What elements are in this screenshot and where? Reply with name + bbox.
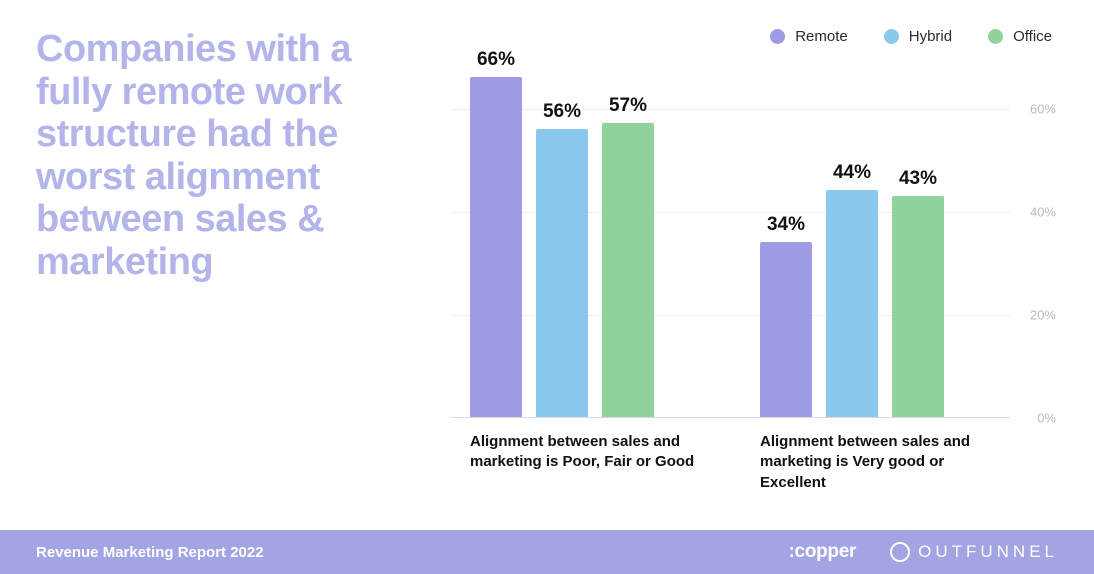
legend-swatch-office <box>988 29 1003 44</box>
bar-value-label: 44% <box>833 162 871 184</box>
legend-swatch-remote <box>770 29 785 44</box>
headline-text: Companies with a fully remote work struc… <box>36 28 426 283</box>
legend-item-hybrid: Hybrid <box>884 28 952 45</box>
bar-value-label: 56% <box>543 101 581 123</box>
bar: 66% <box>470 77 522 417</box>
brand-copper: :copper <box>789 541 857 563</box>
y-tick-label: 0% <box>1016 411 1056 426</box>
brand-outfunnel: OUTFUNNEL <box>890 542 1058 562</box>
bar: 56% <box>536 129 588 417</box>
legend-item-office: Office <box>988 28 1052 45</box>
bar: 34% <box>760 242 812 417</box>
x-axis-label: Alignment between sales and marketing is… <box>470 432 720 473</box>
legend-item-remote: Remote <box>770 28 848 45</box>
infographic-root: Companies with a fully remote work struc… <box>0 0 1094 574</box>
bar-group: 66% 56% 57% <box>470 77 654 417</box>
bar-chart: 0%20%40%60%66%56%57%34%44%43% Alignment … <box>450 78 1050 418</box>
copper-name: copper <box>795 541 857 562</box>
footer-bar: Revenue Marketing Report 2022 :copper OU… <box>0 530 1094 574</box>
bar: 44% <box>826 190 878 417</box>
legend-label-office: Office <box>1013 28 1052 45</box>
bar: 43% <box>892 196 944 418</box>
plot-area: 0%20%40%60%66%56%57%34%44%43% <box>450 78 1010 418</box>
y-tick-label: 20% <box>1016 307 1056 322</box>
legend-label-remote: Remote <box>795 28 848 45</box>
x-axis-label: Alignment between sales and marketing is… <box>760 432 1010 493</box>
outfunnel-circle-icon <box>890 542 910 562</box>
y-tick-label: 60% <box>1016 101 1056 116</box>
copper-logo-text: :copper <box>789 541 857 563</box>
bar-group: 34% 44% 43% <box>760 190 944 417</box>
footer-title: Revenue Marketing Report 2022 <box>36 544 264 561</box>
y-tick-label: 40% <box>1016 204 1056 219</box>
outfunnel-logo-text: OUTFUNNEL <box>918 542 1058 562</box>
bar-value-label: 43% <box>899 168 937 190</box>
bar-value-label: 34% <box>767 214 805 236</box>
bar: 57% <box>602 123 654 417</box>
bar-value-label: 57% <box>609 95 647 117</box>
legend-swatch-hybrid <box>884 29 899 44</box>
legend: Remote Hybrid Office <box>770 28 1052 45</box>
bar-value-label: 66% <box>477 49 515 71</box>
legend-label-hybrid: Hybrid <box>909 28 952 45</box>
